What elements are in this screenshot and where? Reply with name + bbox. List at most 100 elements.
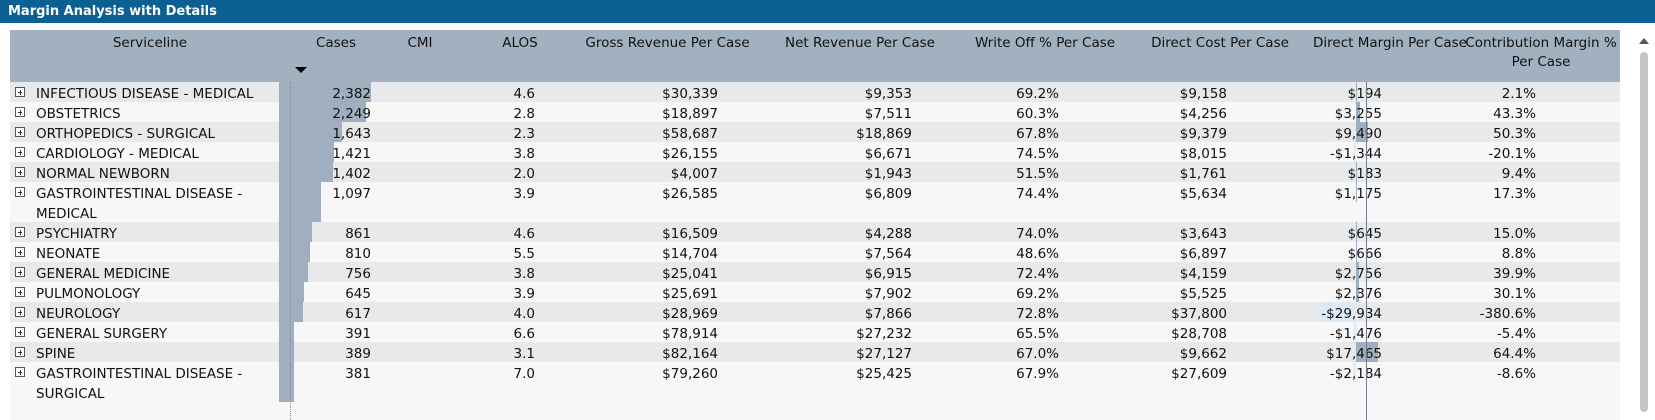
expand-row-icon[interactable] <box>15 307 25 317</box>
expand-row-icon[interactable] <box>15 187 25 197</box>
direct-margin-cell: $3,255 <box>1334 106 1382 122</box>
net-revenue-cell: $25,425 <box>856 366 912 382</box>
cases-cell: 861 <box>345 226 371 242</box>
direct-margin-data-bar <box>1354 322 1356 342</box>
expand-row-icon[interactable] <box>15 87 25 97</box>
table-row[interactable]: GENERAL MEDICINE 756 3.8 $25,041 $6,915 72.4%… <box>10 262 1620 282</box>
serviceline-cell: GASTROINTESTINAL DISEASE - SURGICAL <box>36 366 243 402</box>
direct-cost-cell: $9,662 <box>1179 346 1227 362</box>
cases-cell: 2,249 <box>332 106 371 122</box>
direct-margin-cell: -$2,184 <box>1329 366 1382 382</box>
gross-revenue-cell: $18,897 <box>662 106 718 122</box>
expand-row-icon[interactable] <box>15 227 25 237</box>
vertical-scrollbar[interactable] <box>1633 30 1655 420</box>
writeoff-cell: 65.5% <box>1016 326 1059 342</box>
col-contribution-margin[interactable]: Contribution Margin % Per Case <box>1460 34 1620 72</box>
direct-margin-cell: $194 <box>1347 86 1382 102</box>
margin-table: Serviceline Cases CMI ALOS Gross Revenue… <box>10 30 1620 420</box>
cases-bar-baseline <box>290 82 291 420</box>
direct-cost-cell: $8,015 <box>1179 146 1227 162</box>
alos-cell: 7.0 <box>513 366 535 382</box>
table-row[interactable]: SPINE 389 3.1 $82,164 $27,127 67.0% $9,662 $17,… <box>10 342 1620 362</box>
direct-margin-data-bar <box>1356 82 1357 102</box>
serviceline-cell: ORTHOPEDICS - SURGICAL <box>36 126 216 142</box>
cases-cell: 1,643 <box>332 126 371 142</box>
cases-data-bar <box>279 162 333 182</box>
contribution-margin-cell: 50.3% <box>1493 126 1536 142</box>
net-revenue-cell: $6,809 <box>864 186 912 202</box>
direct-margin-cell: $645 <box>1347 226 1382 242</box>
table-row[interactable]: NEUROLOGY 617 4.0 $28,969 $7,866 72.8% $37,800… <box>10 302 1620 322</box>
table-row[interactable]: ORTHOPEDICS - SURGICAL 1,643 2.3 $58,687 $18… <box>10 122 1620 142</box>
table-row[interactable]: GENERAL SURGERY 391 6.6 $78,914 $27,232 65.5%… <box>10 322 1620 342</box>
sort-descending-icon[interactable] <box>295 67 307 73</box>
net-revenue-cell: $9,353 <box>864 86 912 102</box>
net-revenue-cell: $6,915 <box>864 266 912 282</box>
col-cases[interactable]: Cases <box>315 35 357 51</box>
col-writeoff[interactable]: Write Off % Per Case <box>974 35 1116 51</box>
serviceline-cell: NEONATE <box>36 246 101 262</box>
expand-row-icon[interactable] <box>15 287 25 297</box>
expand-row-icon[interactable] <box>15 107 25 117</box>
contribution-margin-cell: 15.0% <box>1493 226 1536 242</box>
expand-row-icon[interactable] <box>15 367 25 377</box>
alos-cell: 2.0 <box>513 166 535 182</box>
direct-margin-data-bar <box>1356 102 1360 122</box>
table-row[interactable]: OBSTETRICS 2,249 2.8 $18,897 $7,511 60.3% $4,2… <box>10 102 1620 122</box>
contribution-margin-cell: 9.4% <box>1501 166 1536 182</box>
table-row[interactable]: INFECTIOUS DISEASE - MEDICAL 2,382 4.6 $30,… <box>10 82 1620 102</box>
cases-cell: 391 <box>345 326 371 342</box>
col-gross-revenue[interactable]: Gross Revenue Per Case <box>585 35 750 51</box>
expand-row-icon[interactable] <box>15 267 25 277</box>
direct-cost-cell: $28,708 <box>1171 326 1227 342</box>
direct-margin-data-bar <box>1356 182 1357 202</box>
cases-cell: 645 <box>345 286 371 302</box>
table-row[interactable]: GASTROINTESTINAL DISEASE - MEDICAL 1,097 3… <box>10 182 1620 222</box>
col-alos[interactable]: ALOS <box>502 35 538 51</box>
expand-row-icon[interactable] <box>15 327 25 337</box>
direct-margin-cell: $2,756 <box>1334 266 1382 282</box>
table-row[interactable]: NORMAL NEWBORN 1,402 2.0 $4,007 $1,943 51.5% $… <box>10 162 1620 182</box>
cases-cell: 756 <box>345 266 371 282</box>
col-net-revenue[interactable]: Net Revenue Per Case <box>785 35 935 51</box>
col-direct-cost[interactable]: Direct Cost Per Case <box>1151 35 1289 51</box>
expand-row-icon[interactable] <box>15 127 25 137</box>
cases-cell: 1,402 <box>332 166 371 182</box>
scroll-thumb[interactable] <box>1640 52 1648 412</box>
gross-revenue-cell: $30,339 <box>662 86 718 102</box>
contribution-margin-cell: -20.1% <box>1488 146 1536 162</box>
table-row[interactable]: GASTROINTESTINAL DISEASE - SURGICAL 381 7.… <box>10 362 1620 402</box>
table-row[interactable]: PSYCHIATRY 861 4.6 $16,509 $4,288 74.0% $3,643… <box>10 222 1620 242</box>
writeoff-cell: 67.9% <box>1016 366 1059 382</box>
direct-margin-cell: $17,465 <box>1326 346 1382 362</box>
col-contribution-line2: Per Case <box>1511 54 1571 70</box>
cases-data-bar <box>279 142 334 162</box>
gross-revenue-cell: $26,585 <box>662 186 718 202</box>
cases-cell: 389 <box>345 346 371 362</box>
col-direct-margin[interactable]: Direct Margin Per Case <box>1313 35 1467 51</box>
expand-row-icon[interactable] <box>15 247 25 257</box>
writeoff-cell: 74.0% <box>1016 226 1059 242</box>
expand-row-icon[interactable] <box>15 347 25 357</box>
col-serviceline[interactable]: Serviceline <box>112 35 188 51</box>
direct-margin-cell: $183 <box>1347 166 1382 182</box>
contribution-margin-cell: 30.1% <box>1493 286 1536 302</box>
writeoff-cell: 69.2% <box>1016 86 1059 102</box>
col-cmi[interactable]: CMI <box>407 35 433 51</box>
cases-data-bar <box>279 222 312 242</box>
serviceline-cell: OBSTETRICS <box>36 106 121 122</box>
direct-margin-data-bar <box>1356 242 1357 262</box>
table-row[interactable]: PULMONOLOGY 645 3.9 $25,691 $7,902 69.2% $5,52… <box>10 282 1620 302</box>
alos-cell: 4.6 <box>513 86 535 102</box>
cases-cell: 1,097 <box>332 186 371 202</box>
contribution-margin-cell: -8.6% <box>1496 366 1536 382</box>
serviceline-cell: GENERAL MEDICINE <box>36 266 171 282</box>
alos-cell: 6.6 <box>513 326 535 342</box>
expand-row-icon[interactable] <box>15 147 25 157</box>
expand-row-icon[interactable] <box>15 167 25 177</box>
table-row[interactable]: NEONATE 810 5.5 $14,704 $7,564 48.6% $6,897 $66… <box>10 242 1620 262</box>
contribution-margin-cell: 43.3% <box>1493 106 1536 122</box>
table-row[interactable]: CARDIOLOGY - MEDICAL 1,421 3.8 $26,155 $6,67… <box>10 142 1620 162</box>
scroll-up-icon[interactable] <box>1639 38 1649 44</box>
direct-margin-data-bar <box>1354 142 1356 162</box>
